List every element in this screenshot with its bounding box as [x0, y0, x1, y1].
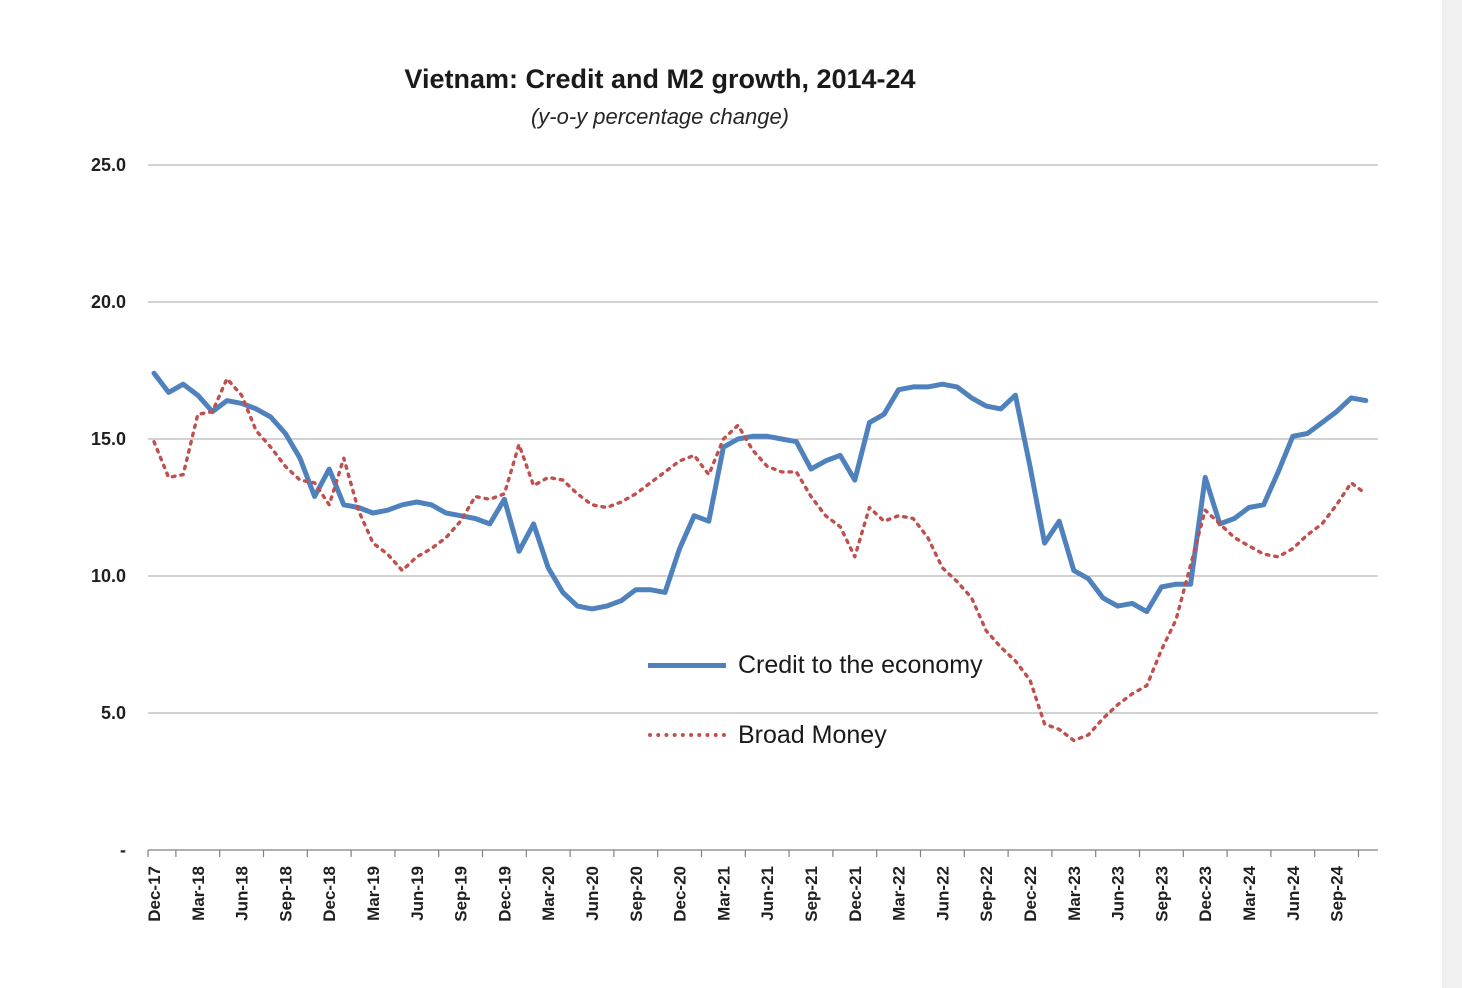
x-axis-label: Jun-21: [758, 866, 777, 921]
x-axis-label: Sep-24: [1328, 865, 1347, 921]
y-axis-label: 15.0: [91, 429, 126, 449]
broad-money-line-sample-icon: [648, 733, 726, 737]
x-axis-label: Jun-20: [583, 866, 602, 921]
x-axis-label: Dec-21: [846, 866, 865, 922]
x-axis-label: Jun-24: [1284, 865, 1303, 920]
legend-item-credit: Credit to the economy: [648, 642, 983, 688]
x-axis-label: Dec-20: [671, 866, 690, 922]
credit-line-sample-icon: [648, 662, 726, 668]
x-axis-label: Sep-21: [802, 866, 821, 922]
x-axis-label: Jun-19: [408, 866, 427, 921]
x-axis-label: Jun-23: [1109, 866, 1128, 921]
x-axis-label: Jun-18: [233, 866, 252, 921]
x-axis-label: Sep-19: [452, 866, 471, 922]
x-axis-label: Mar-24: [1240, 865, 1259, 920]
x-axis-label: Sep-22: [977, 866, 996, 922]
y-axis-label: 10.0: [91, 566, 126, 586]
x-axis-label: Dec-19: [495, 866, 514, 922]
x-axis-label: Dec-22: [1021, 866, 1040, 922]
x-axis-label: Mar-22: [890, 866, 909, 921]
x-axis-label: Jun-22: [933, 866, 952, 921]
page-edge-strip: [1442, 0, 1462, 988]
x-axis-label: Mar-19: [364, 866, 383, 921]
legend-label-credit: Credit to the economy: [738, 650, 983, 679]
x-axis-label: Mar-18: [189, 866, 208, 921]
x-axis-label: Dec-17: [145, 866, 164, 922]
y-axis-label: 20.0: [91, 292, 126, 312]
x-axis-label: Sep-23: [1152, 866, 1171, 922]
chart-subtitle: (y-o-y percentage change): [530, 104, 790, 129]
legend-item-broad-money: Broad Money: [648, 712, 983, 758]
legend-label-broad-money: Broad Money: [738, 720, 887, 749]
y-axis-label: 5.0: [101, 703, 126, 723]
x-axis-label: Sep-20: [627, 866, 646, 922]
y-axis-label: 25.0: [91, 155, 126, 175]
chart-title: Vietnam: Credit and M2 growth, 2014-24: [404, 64, 916, 94]
x-axis-label: Sep-18: [276, 866, 295, 922]
x-axis-label: Dec-23: [1196, 866, 1215, 922]
x-axis-label: Dec-18: [320, 866, 339, 922]
x-axis-label: Mar-20: [539, 866, 558, 921]
y-axis-label: -: [120, 840, 126, 860]
x-axis-label: Mar-21: [714, 866, 733, 921]
x-axis-label: Mar-23: [1065, 866, 1084, 921]
legend: Credit to the economy Broad Money: [648, 642, 983, 782]
broad-money-line: [152, 377, 1368, 743]
